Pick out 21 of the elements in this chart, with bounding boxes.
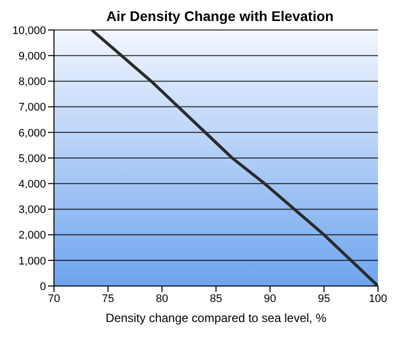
x-tick-label: 80 (156, 292, 168, 305)
y-tick-label: 1,000 (18, 255, 46, 268)
x-tick-label: 90 (264, 292, 276, 305)
y-tick-label: 7,000 (18, 102, 46, 114)
y-tick-label: 6,000 (18, 127, 46, 140)
y-tick-label: 4,000 (18, 178, 46, 191)
y-tick-label: 9,000 (18, 50, 46, 63)
y-tick-label: 10,000 (12, 24, 46, 37)
x-tick-label: 75 (102, 292, 114, 305)
chart-title: Air Density Change with Elevation (105, 8, 335, 26)
y-tick-label: 2,000 (18, 230, 46, 242)
x-tick-label: 100 (368, 292, 388, 305)
y-tick-label: 0 (40, 280, 46, 293)
y-tick-label: 8,000 (18, 76, 46, 88)
x-tick-label: 95 (318, 292, 330, 305)
x-axis-title: Density change compared to sea level, % (106, 311, 327, 325)
x-tick-label: 85 (210, 292, 222, 305)
x-tick-label: 70 (48, 292, 60, 305)
y-tick-label: 5,000 (18, 152, 46, 165)
y-tick-label: 3,000 (18, 204, 46, 216)
line-series (90, 30, 378, 286)
